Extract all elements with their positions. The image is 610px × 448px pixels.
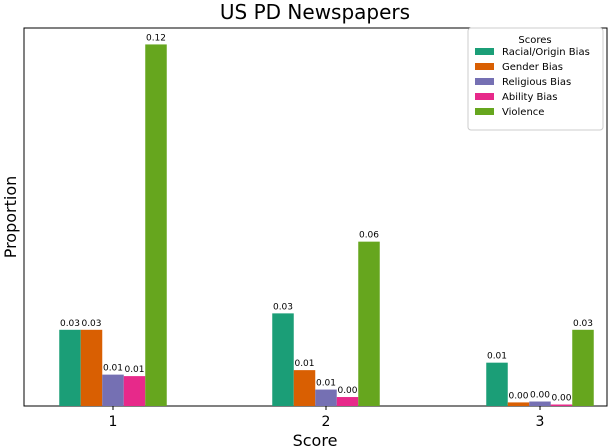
legend-label: Religious Bias	[502, 77, 571, 88]
data-label: 0.00	[337, 386, 357, 396]
legend-swatch	[475, 78, 494, 85]
legend-label: Gender Bias	[502, 62, 563, 73]
legend-box	[467, 27, 604, 131]
x-tick-label: 3	[536, 414, 545, 430]
bar-racial-origin-bias-3	[486, 362, 508, 406]
legend-label: Violence	[502, 107, 544, 118]
data-label: 0.03	[573, 319, 593, 329]
bar-religious-bias-1	[102, 374, 124, 406]
data-label: 0.01	[316, 379, 336, 389]
legend-title: Scores	[518, 35, 551, 46]
data-label: 0.12	[146, 33, 166, 43]
x-tick-label: 2	[322, 414, 331, 430]
bar-violence-1	[145, 44, 167, 407]
data-label: 0.01	[124, 365, 144, 375]
data-label: 0.00	[508, 391, 528, 401]
data-label: 0.00	[551, 394, 571, 404]
bar-ability-bias-2	[336, 397, 359, 406]
data-label: 0.06	[359, 231, 379, 241]
legend-swatch	[475, 48, 494, 55]
bar-racial-origin-bias-2	[272, 313, 294, 406]
data-label: 0.03	[81, 319, 101, 329]
data-labels: 0.03 0.030.01 0.010.120.030.010.010.000.06…	[60, 33, 593, 403]
legend-label: Ability Bias	[502, 92, 558, 103]
data-label: 0.03	[60, 319, 80, 329]
legend-swatch	[475, 63, 494, 70]
chart-title: US PD Newspapers	[220, 0, 410, 24]
x-tick-label: 1	[109, 414, 118, 430]
bar-ability-bias-1	[123, 376, 146, 406]
bar-racial-origin-bias-1	[59, 329, 81, 406]
bar-religious-bias-3	[529, 401, 551, 406]
legend-label: Racial/Origin Bias	[502, 47, 590, 58]
data-label: 0.01	[103, 364, 123, 374]
bar-gender-bias-2	[293, 370, 316, 406]
bar-gender-bias-1	[80, 329, 103, 406]
legend: Scores Racial/Origin Bias Gender Bias Reli…	[467, 27, 604, 131]
bar-religious-bias-2	[315, 389, 337, 406]
legend-swatch	[475, 108, 494, 115]
legend-items: Racial/Origin Bias Gender Bias Religious B…	[475, 47, 590, 118]
x-axis-ticks: 1 2 3	[109, 406, 545, 430]
x-axis-label: Score	[293, 431, 338, 448]
bars	[59, 44, 594, 407]
bar-violence-2	[358, 241, 380, 406]
y-axis-label: Proportion	[1, 176, 20, 259]
data-label: 0.01	[487, 352, 507, 362]
data-label: 0.00	[530, 391, 550, 401]
data-label: 0.01	[294, 359, 314, 369]
bar-violence-3	[572, 329, 594, 406]
legend-swatch	[475, 93, 494, 100]
bar-gender-bias-3	[507, 402, 530, 406]
data-label: 0.03	[273, 302, 293, 312]
bar-ability-bias-3	[550, 404, 573, 406]
